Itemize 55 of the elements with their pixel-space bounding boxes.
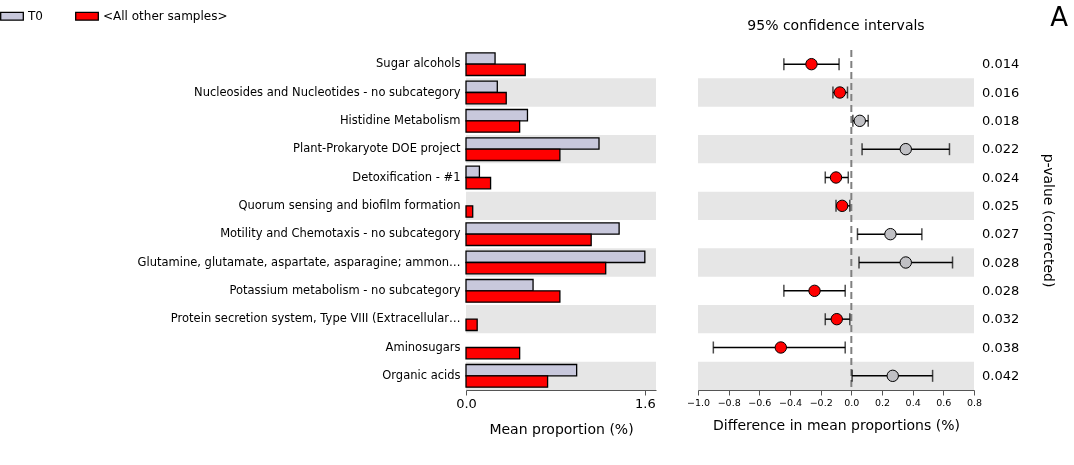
x-tick-label: −0.6	[748, 396, 772, 408]
x-tick-label: 0.0	[456, 395, 477, 411]
y-tick-label: Potassium metabolism - no subcategory	[229, 282, 461, 297]
x-tick-label: 0.2	[874, 396, 891, 408]
text: 0.032	[982, 311, 1020, 327]
bar	[465, 346, 521, 360]
x-axis-title: Mean proportion (%)	[489, 420, 634, 437]
x-axis-title: Difference in mean proportions (%)	[713, 417, 960, 433]
text: 0.028	[982, 254, 1020, 270]
text: 0.014	[982, 56, 1020, 72]
y-tick-label: Histidine Metabolism	[339, 112, 461, 127]
text: A	[1050, 2, 1068, 32]
x-tick-label: 1.6	[634, 395, 656, 411]
text: 0.024	[982, 169, 1020, 185]
x-tick-label: −0.4	[778, 396, 803, 408]
text: 0.028	[982, 282, 1020, 298]
text: 0.038	[982, 339, 1020, 355]
point	[830, 312, 843, 326]
y-tick-label: Nucleosides and Nucleotides - no subcategory	[194, 84, 461, 99]
y2-axis-title: p-value (corrected)	[1040, 153, 1057, 288]
point	[884, 227, 897, 241]
point	[899, 256, 912, 269]
text: 0.025	[982, 197, 1020, 213]
legend-label: <All other samples>	[103, 9, 228, 24]
y-tick-label: Detoxification - #1	[352, 169, 461, 184]
point	[805, 57, 818, 71]
y-tick-label: Motility and Chemotaxis - no subcategory	[220, 226, 461, 241]
point	[808, 284, 821, 298]
point	[774, 341, 787, 354]
point	[899, 142, 912, 156]
y-tick-label: Sugar alcohols	[376, 56, 461, 71]
x-tick-label: 0.6	[936, 396, 952, 408]
y-tick-label: Organic acids	[382, 367, 461, 382]
y-tick-label: Protein secretion system, Type VIII (Extracellular…	[170, 311, 461, 326]
x-tick-label: −0.2	[809, 396, 833, 408]
chart-title: 95% confidence intervals	[747, 17, 925, 33]
x-tick-label: 0.4	[905, 396, 921, 408]
y-tick-label: Quorum sensing and biofilm formation	[238, 197, 461, 212]
legend-label: T0	[27, 9, 43, 24]
x-tick-label: 0.0	[844, 396, 860, 408]
x-tick-label: 0.8	[966, 396, 983, 408]
point	[886, 369, 899, 383]
y-tick-label: Glutamine, glutamate, aspartate, asparagine; ammon…	[137, 254, 461, 269]
y-tick-label: Aminosugars	[385, 339, 461, 354]
text: 0.016	[982, 84, 1020, 100]
point	[829, 171, 843, 184]
text: 0.018	[982, 112, 1020, 128]
text: 0.042	[982, 367, 1020, 383]
x-tick-label: −0.8	[717, 396, 741, 408]
bar	[465, 205, 474, 218]
text: 0.027	[982, 226, 1020, 242]
y-tick-label: Plant-Prokaryote DOE project	[293, 141, 461, 156]
x-tick-label: −1.0	[686, 396, 711, 408]
bar	[465, 318, 478, 332]
text: 0.022	[982, 141, 1020, 157]
